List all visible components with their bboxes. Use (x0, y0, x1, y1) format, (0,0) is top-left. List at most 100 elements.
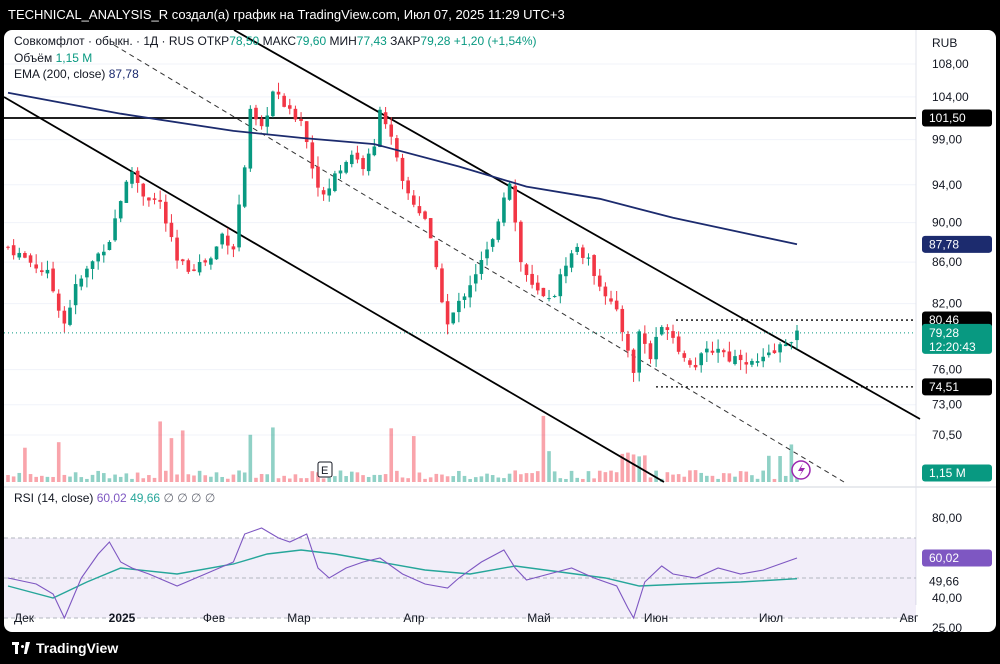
volume-bar (727, 473, 732, 482)
rsi-placeholders: ∅ ∅ ∅ ∅ (163, 491, 216, 505)
candle-body (389, 124, 394, 137)
trend-lines (4, 30, 921, 483)
volume-bar (141, 478, 146, 482)
close-value: 79,28 (420, 34, 451, 48)
time-tick-label: Мар (287, 611, 311, 625)
price-chart[interactable]: 108,00 104,00 99,00 94,00 90,00 86,00 82,00 76,… (4, 30, 996, 632)
candle-body (451, 312, 456, 324)
volume-bar (366, 476, 371, 482)
candle-body (361, 158, 365, 170)
candle-body (73, 284, 78, 306)
close-label: ЗАКР (390, 34, 421, 48)
volume-bar (581, 478, 585, 482)
candle-body (767, 352, 771, 356)
candle-body (45, 269, 50, 274)
candle-body (468, 285, 472, 298)
volume-bar (383, 474, 388, 482)
volume-bar (28, 474, 33, 482)
volume-bar (530, 473, 534, 482)
volume-bar (40, 475, 44, 482)
ema-badge-bg (922, 235, 992, 253)
symbol-name[interactable]: Совкомфлот · обыкн. · 1Д · RUS (14, 34, 195, 48)
ema-legend[interactable]: EMA (200, close) 87,78 (14, 67, 139, 81)
candle-body (592, 255, 596, 277)
volume-bar (524, 473, 529, 482)
candle-body (750, 360, 754, 365)
candle-body (620, 308, 625, 333)
rsi-badge: 60,02 (929, 551, 959, 565)
price-tick-label: 82,00 (932, 297, 962, 311)
time-tick-label: Авг (900, 611, 919, 625)
volume-badge: 1,15 M (929, 466, 966, 480)
rsi-ma-badge: 49,66 (929, 575, 959, 589)
candle-body (738, 354, 743, 361)
candle-body (778, 344, 782, 353)
volume-bar (124, 473, 129, 482)
price-tick-label: 94,00 (932, 178, 962, 192)
rsi-legend[interactable]: RSI (14, close) 60,02 49,66 ∅ ∅ ∅ ∅ (14, 491, 215, 505)
horizontal-level-badge-bg (922, 109, 992, 127)
volume-bar (682, 476, 687, 482)
candle-body (23, 253, 27, 258)
candle-body (259, 118, 264, 127)
ema-200-line (7, 91, 798, 246)
last-price-badge-bg (922, 323, 992, 354)
candle-body (716, 348, 720, 353)
candle-body (434, 240, 439, 268)
volume-bar (118, 476, 123, 482)
candle-body (265, 115, 270, 127)
volume-bar (220, 476, 224, 482)
volume-bar (68, 476, 72, 482)
volume-legend[interactable]: Объём 1,15 M (14, 51, 92, 65)
volume-bar (6, 475, 10, 482)
candle-body (445, 301, 450, 325)
candle-body (378, 109, 382, 148)
tradingview-logo-icon (12, 642, 30, 654)
candle-body (180, 259, 185, 262)
volume-bar (395, 470, 399, 482)
candle-body (242, 167, 247, 207)
volume-bar (310, 471, 315, 482)
volume-bar (51, 476, 55, 482)
last-price-badge: 79,28 (929, 326, 959, 340)
currency-label[interactable]: RUB (932, 36, 958, 50)
candle-body (699, 353, 703, 366)
candle-body (147, 197, 151, 201)
chart-panel[interactable]: 108,00 104,00 99,00 94,00 90,00 86,00 82,00 76,… (4, 30, 996, 632)
volume-bar (547, 451, 551, 482)
chart-grid (4, 30, 996, 605)
candle-body (524, 264, 529, 276)
volume-bar (716, 478, 720, 482)
candle-body (648, 343, 653, 360)
volume-bar (327, 477, 332, 482)
volume-bar (34, 476, 38, 482)
candle-body (609, 298, 613, 302)
candle-body (197, 262, 202, 273)
channel-upper-line (233, 30, 921, 420)
volume-bar (631, 454, 636, 482)
support-badge: 74,51 (929, 380, 959, 394)
candle-body (688, 360, 692, 365)
volume-bar (287, 478, 292, 482)
rsi-tick-label: 25,00 (932, 621, 962, 632)
tradingview-logo[interactable]: TradingView (12, 640, 118, 656)
volume-bar (254, 477, 258, 482)
candle-body (338, 170, 343, 174)
candle-body (225, 235, 230, 246)
candle-body (479, 260, 484, 274)
candle-body (118, 201, 123, 219)
candle-body (682, 353, 687, 358)
volume-bar (248, 434, 253, 482)
volume-bar (378, 474, 382, 482)
candle-body (705, 348, 709, 353)
volume-bar (417, 472, 422, 482)
candle-body (490, 239, 495, 247)
candle-body (164, 201, 168, 224)
volume-bar (445, 476, 450, 482)
candle-body (626, 334, 630, 351)
candle-body (79, 278, 84, 287)
candle-body (406, 180, 410, 194)
volume-bar (614, 472, 619, 482)
volume-bar (778, 456, 782, 482)
